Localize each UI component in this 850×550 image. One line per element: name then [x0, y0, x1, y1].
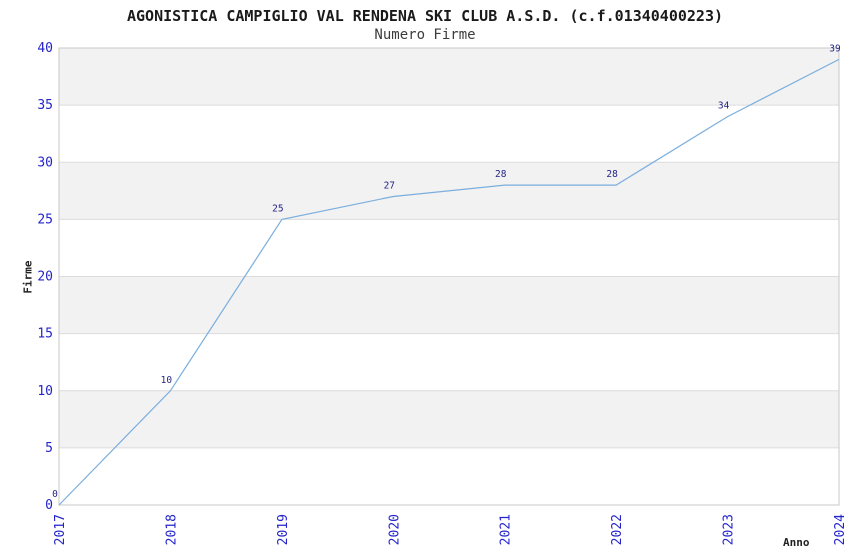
data-label: 28: [606, 169, 618, 180]
x-tick-label: 2017: [53, 514, 68, 545]
y-tick-label: 15: [37, 327, 53, 342]
plot-band: [59, 390, 839, 448]
y-tick-label: 20: [37, 270, 53, 285]
data-label: 0: [52, 489, 58, 500]
y-tick-label: 40: [37, 41, 53, 56]
y-tick-label: 25: [37, 212, 53, 227]
data-label: 34: [718, 101, 730, 112]
data-label: 10: [161, 375, 173, 386]
plot-band: [59, 48, 839, 106]
chart-title: AGONISTICA CAMPIGLIO VAL RENDENA SKI CLU…: [126, 7, 724, 25]
data-label: 39: [829, 43, 841, 54]
x-axis-label: Anno: [783, 536, 810, 549]
y-tick-label: 35: [37, 98, 53, 113]
x-tick-label: 2020: [387, 514, 402, 545]
data-label: 25: [272, 203, 283, 214]
y-tick-label: 10: [37, 384, 53, 399]
data-label: 27: [384, 181, 395, 192]
x-tick-label: 2021: [499, 514, 514, 545]
data-line: [58, 58, 840, 506]
y-tick-label: 5: [45, 441, 53, 456]
plot-border: [58, 47, 840, 506]
x-tick-label: 2024: [833, 514, 848, 545]
x-tick-label: 2018: [164, 514, 179, 545]
x-tick-label: 2019: [276, 514, 291, 545]
x-tick-label: 2023: [722, 514, 737, 545]
y-tick-label: 30: [37, 155, 53, 170]
y-tick-label: 0: [45, 498, 53, 513]
plot-band: [59, 276, 839, 334]
chart-subtitle: Numero Firme: [374, 27, 476, 43]
data-label: 28: [495, 169, 507, 180]
x-tick-label: 2022: [610, 514, 625, 545]
